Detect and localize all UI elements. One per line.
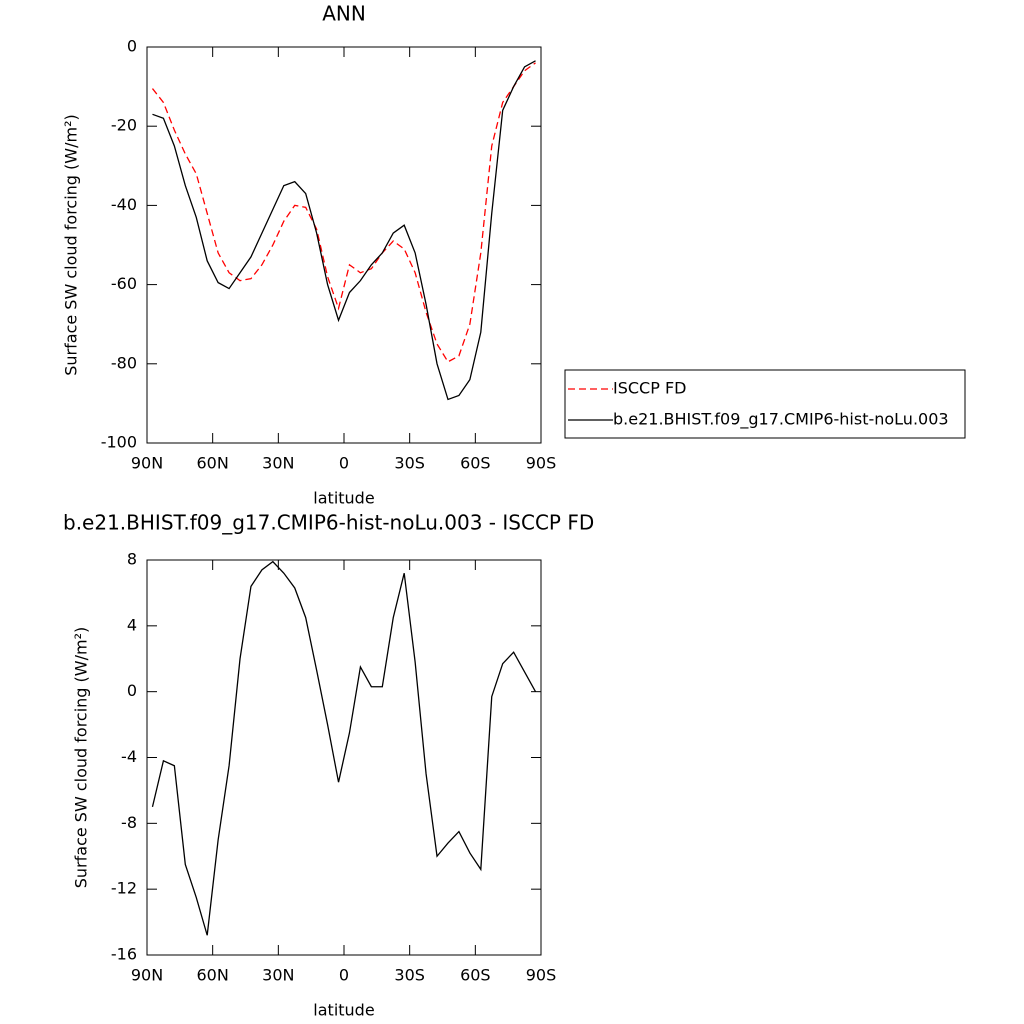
x-tick-label: 30S bbox=[394, 454, 425, 473]
x-tick-label: 30N bbox=[262, 454, 294, 473]
chart-title: ANN bbox=[322, 2, 366, 26]
y-tick-label: -100 bbox=[101, 433, 137, 452]
y-tick-label: 8 bbox=[127, 550, 137, 569]
x-tick-label: 90N bbox=[131, 454, 163, 473]
x-tick-label: 60N bbox=[197, 454, 229, 473]
y-tick-label: 0 bbox=[127, 681, 137, 700]
x-tick-label: 60S bbox=[460, 966, 491, 985]
x-tick-label: 0 bbox=[339, 454, 349, 473]
x-tick-label: 60S bbox=[460, 454, 491, 473]
x-tick-label: 0 bbox=[339, 966, 349, 985]
x-tick-label: 30N bbox=[262, 966, 294, 985]
y-tick-label: -20 bbox=[111, 116, 137, 135]
y-tick-label: -12 bbox=[111, 879, 137, 898]
data-line bbox=[152, 60, 536, 401]
y-tick-label: 4 bbox=[127, 615, 137, 634]
y-tick-label: -80 bbox=[111, 353, 137, 372]
y-tick-label: -8 bbox=[121, 813, 137, 832]
x-axis-label: latitude bbox=[313, 1001, 374, 1020]
y-axis-label: Surface SW cloud forcing (W/m²) bbox=[62, 114, 81, 375]
data-line bbox=[151, 62, 536, 363]
x-tick-label: 90N bbox=[131, 966, 163, 985]
x-tick-label: 30S bbox=[394, 966, 425, 985]
chart-title: b.e21.BHIST.f09_g17.CMIP6-hist-noLu.003 … bbox=[63, 511, 594, 535]
legend-label: b.e21.BHIST.f09_g17.CMIP6-hist-noLu.003 bbox=[613, 410, 949, 430]
y-tick-label: -40 bbox=[111, 195, 137, 214]
y-tick-label: -60 bbox=[111, 274, 137, 293]
y-tick-label: 0 bbox=[127, 37, 137, 56]
x-tick-label: 60N bbox=[197, 966, 229, 985]
y-tick-label: -4 bbox=[121, 747, 137, 766]
x-axis-label: latitude bbox=[313, 489, 374, 508]
x-tick-label: 90S bbox=[526, 454, 557, 473]
data-line bbox=[151, 560, 537, 936]
y-tick-label: -16 bbox=[111, 945, 137, 964]
x-tick-label: 90S bbox=[526, 966, 557, 985]
legend-label: ISCCP FD bbox=[613, 379, 686, 398]
legend-box bbox=[564, 369, 966, 439]
y-axis-label: Surface SW cloud forcing (W/m²) bbox=[72, 627, 91, 888]
